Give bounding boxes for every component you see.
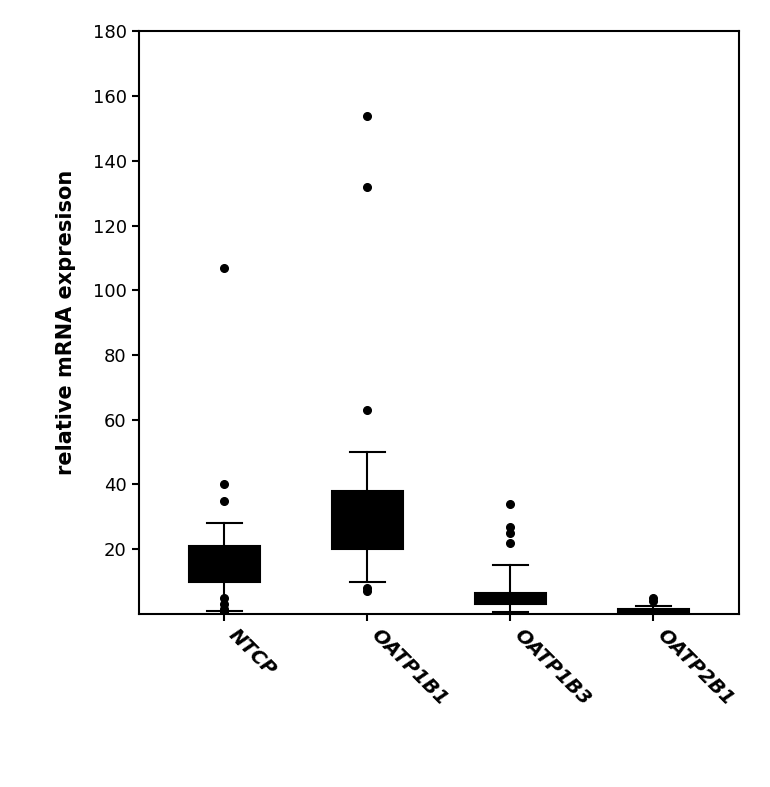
PathPatch shape [474,593,546,604]
PathPatch shape [332,491,403,549]
PathPatch shape [189,546,260,582]
PathPatch shape [618,609,689,612]
Y-axis label: relative mRNA expresison: relative mRNA expresison [56,170,76,475]
